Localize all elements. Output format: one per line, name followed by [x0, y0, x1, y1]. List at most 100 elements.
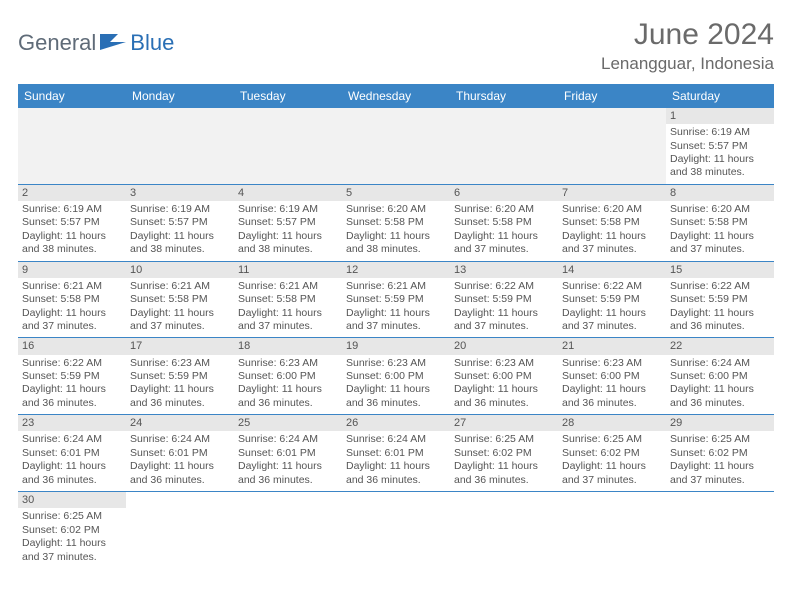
- daylight-line: Daylight: 11 hours and 36 minutes.: [130, 383, 230, 410]
- sunrise-line: Sunrise: 6:21 AM: [22, 280, 122, 293]
- day-cell: 17Sunrise: 6:23 AMSunset: 5:59 PMDayligh…: [126, 338, 234, 415]
- sunset-line: Sunset: 6:02 PM: [454, 447, 554, 460]
- day-number: 5: [342, 185, 450, 201]
- daylight-line: Daylight: 11 hours and 37 minutes.: [238, 307, 338, 334]
- daylight-line: Daylight: 11 hours and 37 minutes.: [562, 230, 662, 257]
- sunset-line: Sunset: 5:58 PM: [562, 216, 662, 229]
- calendar-week-row: 1Sunrise: 6:19 AMSunset: 5:57 PMDaylight…: [18, 108, 774, 184]
- sunset-line: Sunset: 6:00 PM: [670, 370, 770, 383]
- daylight-line: Daylight: 11 hours and 36 minutes.: [670, 307, 770, 334]
- empty-day-cell: [126, 108, 234, 184]
- sunrise-line: Sunrise: 6:23 AM: [130, 357, 230, 370]
- brand-part2: Blue: [130, 30, 174, 56]
- sunrise-line: Sunrise: 6:19 AM: [22, 203, 122, 216]
- sunrise-line: Sunrise: 6:24 AM: [670, 357, 770, 370]
- day-cell: 28 Sunrise: 6:25 AMSunset: 6:02 PMDayligh…: [558, 415, 666, 492]
- daylight-line: Daylight: 11 hours and 37 minutes.: [562, 460, 662, 487]
- sunset-line: Sunset: 5:58 PM: [346, 216, 446, 229]
- day-number: 29: [666, 415, 774, 431]
- sunrise-line: Sunrise: 6:22 AM: [22, 357, 122, 370]
- brand-part1: General: [18, 30, 96, 56]
- day-number: 28: [558, 415, 666, 431]
- sunset-line: Sunset: 5:57 PM: [238, 216, 338, 229]
- daylight-line: Daylight: 11 hours and 37 minutes.: [670, 230, 770, 257]
- day-number: 15: [666, 262, 774, 278]
- empty-day-cell: [342, 492, 450, 568]
- weekday-header: Wednesday: [342, 84, 450, 108]
- daylight-line: Daylight: 11 hours and 36 minutes.: [22, 383, 122, 410]
- day-number: 16: [18, 338, 126, 354]
- day-number: 26: [342, 415, 450, 431]
- location: Lenangguar, Indonesia: [601, 54, 774, 74]
- sunrise-line: Sunrise: 6:22 AM: [454, 280, 554, 293]
- day-number: 21: [558, 338, 666, 354]
- day-number: 19: [342, 338, 450, 354]
- day-cell: 9Sunrise: 6:21 AMSunset: 5:58 PMDaylight…: [18, 261, 126, 338]
- daylight-line: Daylight: 11 hours and 36 minutes.: [562, 383, 662, 410]
- sunset-line: Sunset: 5:59 PM: [130, 370, 230, 383]
- daylight-line: Daylight: 11 hours and 37 minutes.: [22, 537, 122, 564]
- daylight-line: Daylight: 11 hours and 37 minutes.: [22, 307, 122, 334]
- sunrise-line: Sunrise: 6:21 AM: [346, 280, 446, 293]
- empty-day-cell: [342, 108, 450, 184]
- daylight-line: Daylight: 11 hours and 36 minutes.: [454, 460, 554, 487]
- day-cell: 12 Sunrise: 6:21 AMSunset: 5:59 PMDayligh…: [342, 261, 450, 338]
- day-number: 8: [666, 185, 774, 201]
- day-number: 10: [126, 262, 234, 278]
- day-number: 23: [18, 415, 126, 431]
- empty-day-cell: [450, 108, 558, 184]
- daylight-line: Daylight: 11 hours and 37 minutes.: [562, 307, 662, 334]
- weekday-header: Thursday: [450, 84, 558, 108]
- weekday-header: Tuesday: [234, 84, 342, 108]
- weekday-header: Sunday: [18, 84, 126, 108]
- sunset-line: Sunset: 5:59 PM: [346, 293, 446, 306]
- weekday-header: Monday: [126, 84, 234, 108]
- day-number: 4: [234, 185, 342, 201]
- weekday-header-row: Sunday Monday Tuesday Wednesday Thursday…: [18, 84, 774, 108]
- empty-day-cell: [126, 492, 234, 568]
- day-cell: 5Sunrise: 6:20 AMSunset: 5:58 PMDaylight…: [342, 184, 450, 261]
- day-cell: 21Sunrise: 6:23 AMSunset: 6:00 PMDayligh…: [558, 338, 666, 415]
- sunset-line: Sunset: 5:58 PM: [670, 216, 770, 229]
- daylight-line: Daylight: 11 hours and 36 minutes.: [238, 460, 338, 487]
- day-cell: 3Sunrise: 6:19 AMSunset: 5:57 PMDaylight…: [126, 184, 234, 261]
- sunset-line: Sunset: 6:02 PM: [670, 447, 770, 460]
- sunrise-line: Sunrise: 6:19 AM: [238, 203, 338, 216]
- daylight-line: Daylight: 11 hours and 38 minutes.: [346, 230, 446, 257]
- day-number: 6: [450, 185, 558, 201]
- day-cell: 2Sunrise: 6:19 AMSunset: 5:57 PMDaylight…: [18, 184, 126, 261]
- sunset-line: Sunset: 5:58 PM: [454, 216, 554, 229]
- day-number: 9: [18, 262, 126, 278]
- daylight-line: Daylight: 11 hours and 37 minutes.: [670, 460, 770, 487]
- daylight-line: Daylight: 11 hours and 36 minutes.: [238, 383, 338, 410]
- day-cell: 30Sunrise: 6:25 AMSunset: 6:02 PMDayligh…: [18, 492, 126, 568]
- empty-day-cell: [450, 492, 558, 568]
- sunrise-line: Sunrise: 6:23 AM: [454, 357, 554, 370]
- sunrise-line: Sunrise: 6:23 AM: [238, 357, 338, 370]
- sunrise-line: Sunrise: 6:19 AM: [670, 126, 770, 139]
- sunset-line: Sunset: 6:00 PM: [346, 370, 446, 383]
- day-number: 12: [342, 262, 450, 278]
- day-number: 13: [450, 262, 558, 278]
- day-cell: 27Sunrise: 6:25 AMSunset: 6:02 PMDayligh…: [450, 415, 558, 492]
- sunrise-line: Sunrise: 6:25 AM: [562, 433, 662, 446]
- day-cell: 20Sunrise: 6:23 AMSunset: 6:00 PMDayligh…: [450, 338, 558, 415]
- sunset-line: Sunset: 6:01 PM: [22, 447, 122, 460]
- calendar-week-row: 23 Sunrise: 6:24 AM Sunset: 6:01 PM Dayligh…: [18, 415, 774, 492]
- day-cell: 26Sunrise: 6:24 AMSunset: 6:01 PMDayligh…: [342, 415, 450, 492]
- sunrise-line: Sunrise: 6:23 AM: [346, 357, 446, 370]
- sunrise-line: Sunrise: 6:24 AM: [238, 433, 338, 446]
- sunset-line: Sunset: 6:02 PM: [562, 447, 662, 460]
- daylight-line: Daylight: 11 hours and 36 minutes.: [346, 383, 446, 410]
- day-cell: 18Sunrise: 6:23 AMSunset: 6:00 PMDayligh…: [234, 338, 342, 415]
- sunrise-line: Sunrise: 6:25 AM: [22, 510, 122, 523]
- sunset-line: Sunset: 5:57 PM: [22, 216, 122, 229]
- sunrise-line: Sunrise: 6:25 AM: [454, 433, 554, 446]
- weekday-header: Saturday: [666, 84, 774, 108]
- sunrise-line: Sunrise: 6:19 AM: [130, 203, 230, 216]
- daylight-line: Daylight: 11 hours and 37 minutes.: [346, 307, 446, 334]
- day-cell: 1Sunrise: 6:19 AMSunset: 5:57 PMDaylight…: [666, 108, 774, 184]
- sunrise-line: Sunrise: 6:24 AM: [130, 433, 230, 446]
- sunrise-line: Sunrise: 6:20 AM: [454, 203, 554, 216]
- weekday-header: Friday: [558, 84, 666, 108]
